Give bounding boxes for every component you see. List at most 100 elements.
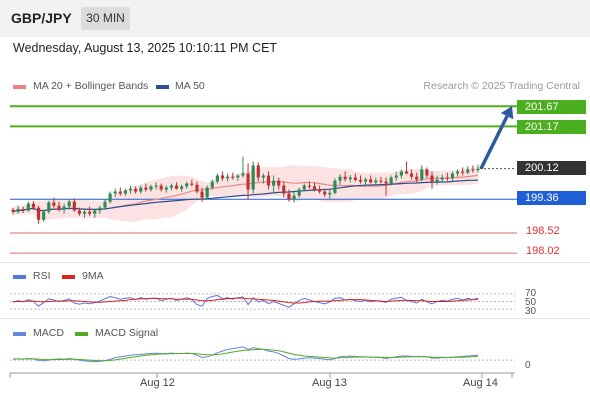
candles-layer: [11, 156, 480, 224]
pivot-level-tag: 199.36: [517, 191, 586, 205]
rsi-level-30: 30: [525, 306, 537, 317]
candle: [52, 202, 56, 206]
candle: [415, 176, 419, 180]
candle: [205, 187, 209, 198]
candle: [26, 203, 30, 211]
candle: [231, 176, 235, 178]
candle: [425, 169, 429, 176]
forecast-arrow-shaft: [479, 115, 509, 170]
candle: [471, 169, 475, 171]
resistance-level-2-tag: 201.17: [517, 120, 586, 134]
candle: [31, 203, 36, 208]
candle: [297, 189, 301, 196]
candle: [246, 173, 250, 190]
ma50-legend-swatch: [156, 85, 169, 89]
support-level-1-label: 198.52: [526, 225, 560, 237]
candle: [210, 181, 214, 188]
candle: [174, 185, 179, 189]
candle: [440, 177, 444, 180]
candle: [98, 207, 102, 211]
timeframe-button[interactable]: 30 MIN: [81, 7, 130, 30]
candle: [21, 208, 25, 211]
candle: [215, 175, 219, 182]
candle: [195, 184, 199, 192]
candle: [476, 168, 480, 171]
candle: [200, 191, 204, 198]
candle: [149, 186, 153, 190]
candle: [251, 165, 255, 190]
candle: [72, 201, 76, 211]
candle: [123, 190, 128, 194]
candle: [369, 179, 373, 183]
candle: [348, 177, 352, 180]
candle: [159, 185, 163, 190]
ma50-legend-label: MA 50: [175, 80, 205, 92]
ma20-legend-swatch: [13, 85, 26, 89]
rsi-line: [12, 294, 479, 308]
candle: [47, 202, 51, 212]
candle: [404, 171, 409, 174]
candle: [292, 195, 296, 200]
rsi-level-50: 50: [525, 297, 537, 308]
resistance-level-1-tag: 201.67: [517, 100, 586, 114]
candle: [266, 175, 271, 186]
forecast-arrow-layer: [479, 106, 514, 170]
candle: [128, 188, 133, 191]
macd-signal-line: [13, 348, 479, 362]
candle: [379, 180, 383, 182]
current-price-tag: 200.12: [517, 161, 586, 175]
candle: [113, 191, 117, 194]
candle: [226, 176, 230, 179]
candle: [108, 193, 112, 202]
candle: [11, 209, 15, 212]
candle: [36, 207, 41, 220]
candle: [394, 175, 398, 178]
candle: [220, 175, 225, 179]
forecast-arrow-head: [500, 106, 514, 120]
candle: [93, 210, 97, 214]
candle: [302, 185, 306, 190]
ma50-line: [12, 179, 479, 213]
candle: [103, 201, 107, 208]
bollinger-band: [13, 165, 478, 222]
macd-signal-legend-swatch: [75, 332, 88, 336]
candle: [118, 191, 122, 194]
candle: [16, 208, 20, 212]
candle: [287, 193, 291, 200]
candle: [409, 173, 414, 177]
moving-averages-layer: [12, 174, 479, 213]
ma20-legend-label: MA 20 + Bollinger Bands: [33, 80, 149, 92]
candle: [323, 191, 327, 195]
macd-signal-legend-label: MACD Signal: [95, 327, 159, 339]
macd-panel-separator: [0, 318, 590, 319]
candle: [256, 165, 260, 178]
x-axis-layer: [9, 372, 515, 378]
candle: [134, 188, 138, 192]
bollinger-band-layer: [13, 165, 478, 222]
candle: [466, 169, 470, 173]
rsi-panel-separator: [0, 262, 590, 263]
candle: [384, 181, 388, 184]
candle: [318, 189, 322, 192]
candle: [420, 169, 424, 180]
macd-line: [12, 346, 479, 363]
candle: [190, 183, 194, 185]
candle: [353, 177, 357, 180]
candle: [358, 179, 363, 182]
candle: [236, 175, 240, 178]
candle: [363, 179, 368, 182]
candle: [445, 177, 449, 179]
copyright-notice: Research © 2025 Trading Central: [423, 80, 580, 92]
candle: [139, 187, 143, 192]
candle: [374, 180, 378, 183]
rsi-legend-label: RSI: [33, 270, 51, 282]
support-level-2-label: 198.02: [526, 245, 560, 257]
candle: [82, 211, 87, 214]
candle: [399, 171, 403, 176]
macd-legend-label: MACD: [33, 327, 64, 339]
candle: [241, 173, 245, 176]
candle: [277, 180, 281, 186]
macd-layer: [10, 346, 515, 363]
rsi-ma-line: [13, 297, 479, 304]
